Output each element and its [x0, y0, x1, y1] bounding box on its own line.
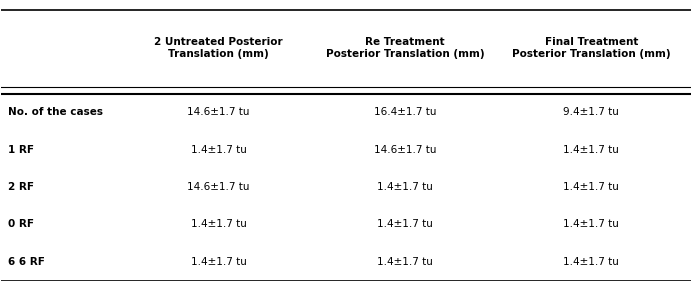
Text: 1 RF: 1 RF: [8, 145, 34, 155]
Text: 9.4±1.7 tu: 9.4±1.7 tu: [564, 107, 619, 117]
Text: 1.4±1.7 tu: 1.4±1.7 tu: [191, 145, 246, 155]
Text: 1.4±1.7 tu: 1.4±1.7 tu: [564, 182, 619, 192]
Text: 1.4±1.7 tu: 1.4±1.7 tu: [377, 182, 433, 192]
Text: 14.6±1.7 tu: 14.6±1.7 tu: [187, 182, 250, 192]
Text: 14.6±1.7 tu: 14.6±1.7 tu: [187, 107, 250, 117]
Text: Re Treatment
Posterior Translation (mm): Re Treatment Posterior Translation (mm): [325, 37, 484, 59]
Text: 1.4±1.7 tu: 1.4±1.7 tu: [191, 257, 246, 267]
Text: Final Treatment
Posterior Translation (mm): Final Treatment Posterior Translation (m…: [512, 37, 670, 59]
Text: 1.4±1.7 tu: 1.4±1.7 tu: [564, 219, 619, 230]
Text: 1.4±1.7 tu: 1.4±1.7 tu: [377, 257, 433, 267]
Text: 1.4±1.7 tu: 1.4±1.7 tu: [564, 145, 619, 155]
Text: 2 Untreated Posterior
Translation (mm): 2 Untreated Posterior Translation (mm): [154, 37, 283, 59]
Text: 1.4±1.7 tu: 1.4±1.7 tu: [564, 257, 619, 267]
Text: 1.4±1.7 tu: 1.4±1.7 tu: [191, 219, 246, 230]
Text: 2 RF: 2 RF: [8, 182, 34, 192]
Text: 1.4±1.7 tu: 1.4±1.7 tu: [377, 219, 433, 230]
Text: 14.6±1.7 tu: 14.6±1.7 tu: [374, 145, 437, 155]
Text: No. of the cases: No. of the cases: [8, 107, 103, 117]
Text: 16.4±1.7 tu: 16.4±1.7 tu: [374, 107, 437, 117]
Text: 0 RF: 0 RF: [8, 219, 34, 230]
Text: 6 6 RF: 6 6 RF: [8, 257, 45, 267]
